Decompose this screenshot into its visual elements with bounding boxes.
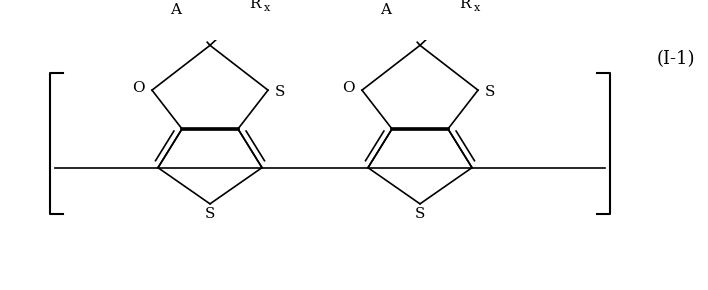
Text: O: O bbox=[343, 81, 355, 95]
Text: x: x bbox=[264, 3, 270, 13]
Text: R: R bbox=[249, 0, 261, 11]
Text: x: x bbox=[474, 3, 480, 13]
Text: S: S bbox=[415, 207, 426, 221]
Text: S: S bbox=[275, 85, 285, 99]
Text: A: A bbox=[170, 3, 181, 17]
Text: S: S bbox=[205, 207, 215, 221]
Text: O: O bbox=[132, 81, 145, 95]
Text: S: S bbox=[485, 85, 496, 99]
Text: R: R bbox=[459, 0, 471, 11]
Text: A: A bbox=[380, 3, 391, 17]
Text: (I-1): (I-1) bbox=[656, 50, 695, 68]
